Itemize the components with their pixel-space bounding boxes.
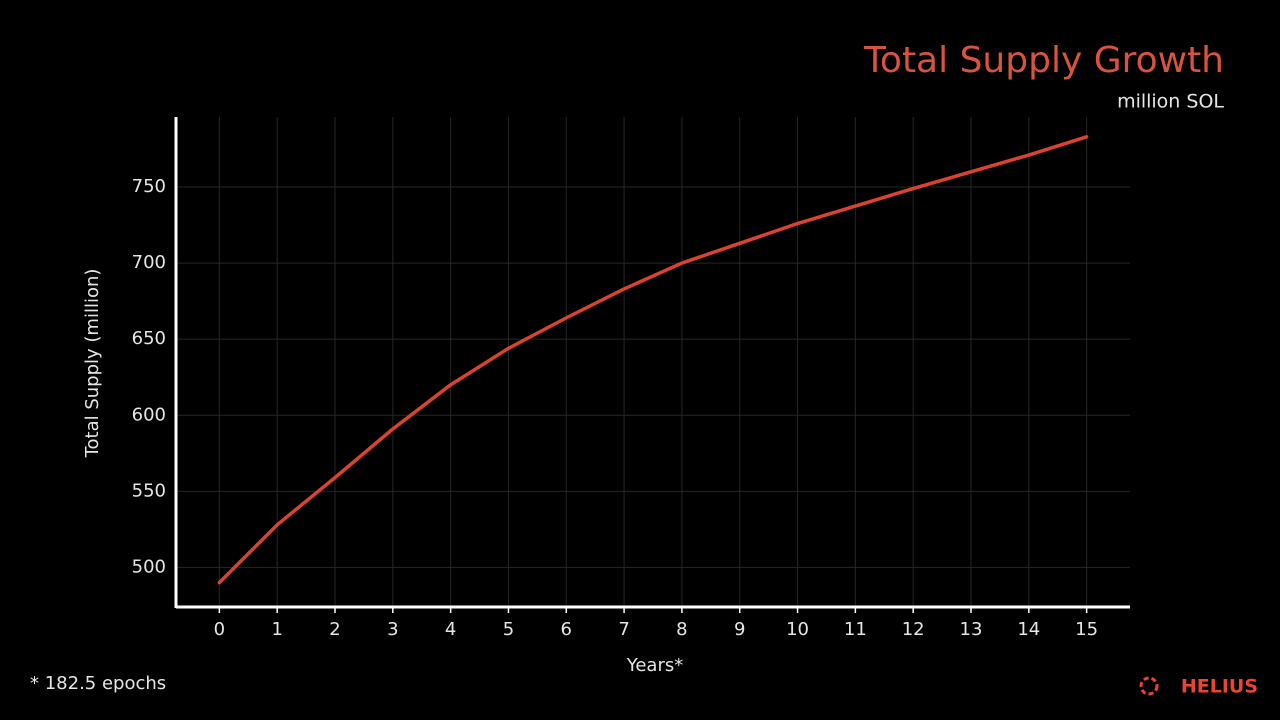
- x-tick-label: 13: [960, 619, 983, 640]
- y-tick-label: 700: [132, 252, 166, 273]
- brand-logo: [1139, 676, 1159, 696]
- y-tick-label: 600: [132, 404, 166, 425]
- x-tick-label: 11: [844, 619, 867, 640]
- y-tick-label: 550: [132, 480, 166, 501]
- x-tick-label: 6: [561, 619, 572, 640]
- footnote: * 182.5 epochs: [30, 673, 166, 694]
- x-tick-label: 12: [902, 619, 925, 640]
- x-tick-label: 5: [503, 619, 514, 640]
- data-line: [217, 135, 1089, 585]
- y-tick-label: 650: [132, 328, 166, 349]
- x-tick-label: 8: [676, 619, 687, 640]
- x-tick-label: 9: [734, 619, 745, 640]
- chart-title: Total Supply Growth: [863, 40, 1224, 81]
- x-tick-label: 2: [329, 619, 340, 640]
- x-tick-label: 15: [1075, 619, 1098, 640]
- x-axis-label: Years*: [626, 655, 684, 676]
- x-tick-label: 3: [387, 619, 398, 640]
- chart-subtitle: million SOL: [1117, 91, 1224, 113]
- x-tick-label: 4: [445, 619, 456, 640]
- y-tick-label: 750: [132, 176, 166, 197]
- x-tick-label: 7: [618, 619, 629, 640]
- x-tick-label: 0: [214, 619, 225, 640]
- logo-icon: [1139, 676, 1159, 696]
- y-axis-label: Total Supply (million): [82, 269, 103, 459]
- y-tick-label: 500: [132, 556, 166, 577]
- x-tick-label: 14: [1017, 619, 1040, 640]
- brand-name: HELIUS: [1181, 676, 1258, 698]
- x-tick-label: 1: [271, 619, 282, 640]
- x-tick-label: 10: [786, 619, 809, 640]
